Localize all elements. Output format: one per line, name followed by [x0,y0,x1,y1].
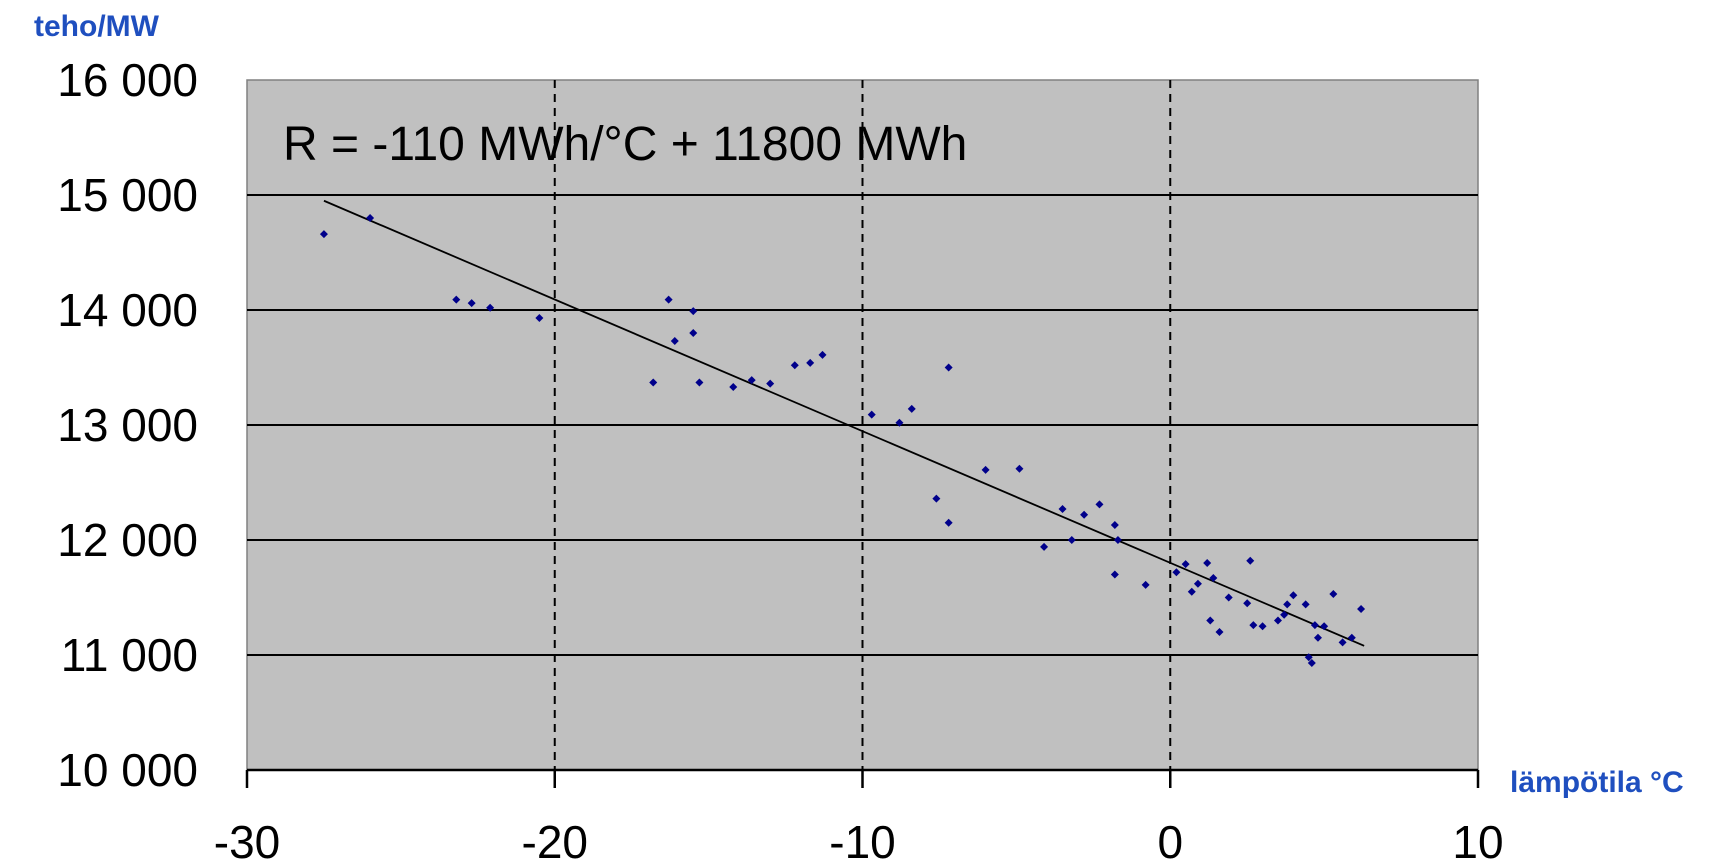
x-tick-label: 10 [1452,816,1503,863]
y-tick-label: 10 000 [57,744,198,796]
data-point [806,358,815,367]
data-point [1283,600,1292,609]
data-point [1181,560,1190,569]
data-point [1304,653,1313,662]
data-point [1320,622,1329,631]
y-tick-label: 11 000 [61,629,198,681]
data-point [729,383,738,392]
data-point [467,299,476,308]
data-point [1215,628,1224,636]
data-point [1224,593,1233,602]
data-point [1310,621,1319,630]
data-point [944,518,953,527]
vertical-gridlines [553,80,1172,770]
data-point [1273,616,1282,625]
x-tick-labels: -30 -20 -10 0 10 [214,816,1504,863]
data-point [670,337,679,346]
data-point [1338,638,1347,647]
x-tick-label: -20 [522,816,588,863]
data-point [1110,521,1119,530]
data-point [1203,559,1212,567]
data-point [818,350,827,359]
data-point [1113,536,1122,544]
y-tick-label: 14 000 [57,284,198,336]
data-point [944,363,953,372]
data-point [1258,622,1267,631]
data-point [689,307,698,316]
data-point [1187,587,1196,596]
data-point [1172,568,1181,577]
data-point [1289,591,1298,600]
data-point [1095,500,1104,509]
data-point [790,361,799,370]
data-point [747,376,756,385]
data-point [664,295,673,304]
data-point [1301,600,1310,609]
x-tick-label: 0 [1157,816,1183,863]
data-point [1357,605,1366,613]
regression-equation: R = -110 MWh/°C + 11800 MWh [283,118,967,171]
data-point [1206,616,1215,625]
data-point [486,303,495,312]
data-point [932,494,941,503]
data-point [766,379,775,388]
data-point [1280,610,1289,619]
data-point [649,378,658,387]
data-point [895,418,904,427]
data-point [1209,573,1218,582]
data-point [1015,464,1024,473]
y-tick-label: 12 000 [57,514,198,566]
y-axis-title: teho/MW [34,10,159,43]
data-point [907,404,916,413]
data-point [1141,580,1150,589]
data-point [1193,579,1202,588]
data-point [867,410,876,419]
data-point [1243,599,1252,608]
data-point [1347,633,1356,642]
x-tick-label: -10 [829,816,895,863]
data-point [452,295,461,304]
data-point [1067,536,1076,544]
x-tick-label: -30 [214,816,280,863]
trendline [323,199,1365,647]
data-point [366,214,375,222]
data-point [1058,504,1067,513]
data-point [1249,621,1258,630]
y-tick-label: 15 000 [57,169,198,221]
data-point [695,378,704,387]
data-point [1307,659,1316,668]
y-tick-label: 13 000 [57,399,198,451]
data-point [1313,633,1322,642]
data-point [1246,556,1255,565]
axes [245,768,1480,788]
data-point [689,329,698,337]
data-point [535,314,544,323]
data-point [1110,570,1119,579]
y-tick-label: 16 000 [57,54,198,106]
data-point [319,230,328,239]
x-axis-title: lämpötila °C [1510,766,1684,799]
data-points [319,214,1366,668]
data-point [1040,542,1049,551]
data-point [1329,590,1338,599]
data-point [981,465,990,474]
y-tick-labels: 10 000 11 000 12 000 13 000 14 000 15 000 16 0… [57,54,198,796]
data-point [1080,510,1089,519]
